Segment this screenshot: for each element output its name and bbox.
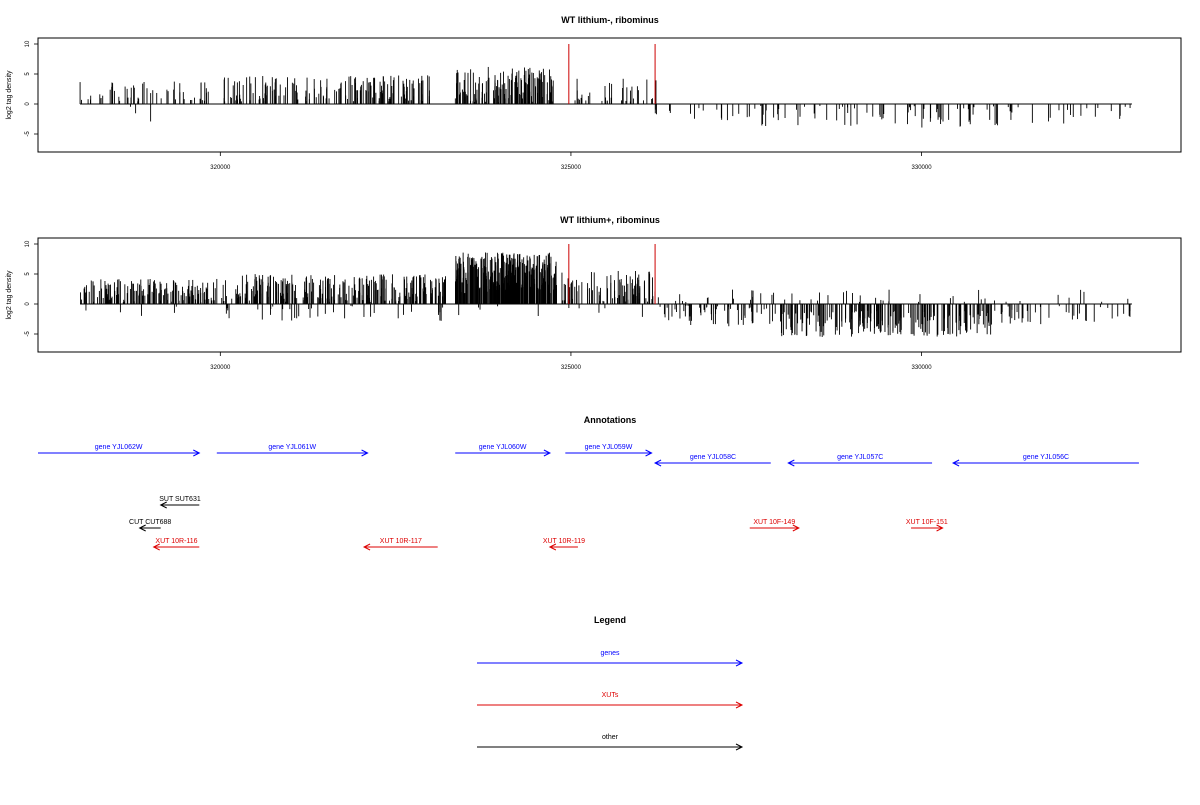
- feature-label: gene YJL059W: [585, 444, 633, 451]
- legend-label: XUTs: [602, 692, 619, 699]
- annotation-feature: gene YJL059W: [565, 444, 653, 457]
- feature-label: XUT 10F-149: [753, 519, 795, 526]
- arrowhead: [735, 701, 744, 709]
- legend: Legend genes XUTs other: [477, 615, 744, 751]
- feature-label: gene YJL061W: [268, 444, 316, 451]
- bars: [79, 66, 1131, 128]
- arrowhead: [735, 743, 744, 751]
- x-tick-label: 330000: [912, 365, 933, 371]
- y-tick-label: -5: [25, 131, 31, 137]
- arrowhead: [193, 449, 201, 457]
- y-tick-label: 5: [25, 72, 31, 76]
- legend-entry: genes: [477, 650, 744, 667]
- x-tick-label: 330000: [912, 165, 933, 171]
- annotation-feature: gene YJL056C: [951, 454, 1139, 467]
- arrowhead: [361, 449, 369, 457]
- annotations-panel: Annotations gene YJL062W gene YJL061W gene…: [38, 415, 1139, 551]
- feature-label: XUT 10F-151: [906, 519, 948, 526]
- bars: [80, 252, 1131, 337]
- y-tick-label: -5: [25, 331, 31, 337]
- y-axis-label: log2 tag density: [6, 270, 13, 320]
- feature-label: gene YJL058C: [690, 454, 736, 461]
- arrowhead: [159, 501, 167, 509]
- panel-title: WT lithium-, ribominus: [561, 15, 659, 25]
- arrowhead: [951, 459, 960, 467]
- legend-entry: other: [477, 734, 744, 751]
- y-tick-label: 0: [25, 102, 31, 106]
- legend-title: Legend: [594, 615, 626, 625]
- y-tick-label: 5: [25, 272, 31, 276]
- annotation-features: gene YJL062W gene YJL061W gene YJL060W gene…: [38, 444, 1139, 551]
- arrowhead: [735, 659, 744, 667]
- feature-label: XUT 10R-116: [155, 538, 197, 545]
- annotation-feature: XUT 10R-119: [543, 538, 585, 551]
- arrowhead: [653, 459, 662, 467]
- plot-frame: [37, 237, 1182, 353]
- x-tick-label: 320000: [210, 165, 231, 171]
- arrowhead: [787, 459, 795, 467]
- annotation-feature: gene YJL061W: [216, 444, 369, 457]
- legend-label: other: [602, 734, 619, 741]
- annotation-feature: gene YJL057C: [787, 454, 933, 467]
- annotation-feature: CUT CUT688: [129, 519, 171, 532]
- feature-label: gene YJL062W: [95, 444, 143, 451]
- annotation-feature: gene YJL062W: [38, 444, 201, 457]
- annotation-feature: XUT 10F-151: [906, 519, 948, 532]
- arrowhead: [152, 543, 160, 551]
- y-axis: -5 0 5 10: [25, 40, 39, 137]
- panel-lithium-plus: WT lithium+, ribominus log2 tag density …: [6, 215, 1182, 371]
- annotation-feature: XUT 10F-149: [749, 519, 800, 532]
- arrowhead: [362, 543, 371, 551]
- x-tick-label: 325000: [561, 365, 582, 371]
- feature-label: gene YJL056C: [1023, 454, 1069, 461]
- annotations-title: Annotations: [584, 415, 637, 425]
- arrowhead: [936, 524, 944, 532]
- feature-label: CUT CUT688: [129, 519, 171, 526]
- x-tick-label: 320000: [210, 365, 231, 371]
- panel-lithium-minus: WT lithium-, ribominus log2 tag density …: [6, 15, 1182, 171]
- y-axis-label: log2 tag density: [6, 70, 13, 120]
- panel-title: WT lithium+, ribominus: [560, 215, 660, 225]
- annotation-feature: gene YJL060W: [455, 444, 552, 457]
- x-axis: 320000 325000 330000: [210, 352, 933, 371]
- arrowhead: [543, 449, 552, 457]
- annotation-feature: XUT 10R-117: [362, 538, 438, 551]
- markers: [568, 244, 656, 304]
- y-tick-label: 0: [25, 302, 31, 306]
- markers: [568, 44, 656, 104]
- annotation-feature: gene YJL058C: [653, 454, 771, 467]
- feature-label: gene YJL057C: [837, 454, 883, 461]
- y-tick-label: 10: [25, 40, 31, 47]
- legend-entries: genes XUTs other: [477, 650, 744, 751]
- y-axis: -5 0 5 10: [25, 240, 39, 337]
- arrowhead: [792, 524, 800, 532]
- arrowhead: [645, 449, 653, 457]
- arrowhead: [548, 543, 557, 551]
- feature-label: SUT SUT631: [159, 496, 201, 503]
- feature-label: gene YJL060W: [479, 444, 527, 451]
- legend-entry: XUTs: [477, 692, 744, 709]
- annotation-feature: XUT 10R-116: [152, 538, 200, 551]
- y-tick-label: 10: [25, 240, 31, 247]
- annotation-feature: SUT SUT631: [159, 496, 201, 509]
- feature-label: XUT 10R-119: [543, 538, 585, 545]
- feature-label: XUT 10R-117: [380, 538, 422, 545]
- legend-label: genes: [600, 650, 620, 657]
- x-tick-label: 325000: [561, 165, 582, 171]
- x-axis: 320000 325000 330000: [210, 152, 933, 171]
- arrowhead: [138, 524, 146, 532]
